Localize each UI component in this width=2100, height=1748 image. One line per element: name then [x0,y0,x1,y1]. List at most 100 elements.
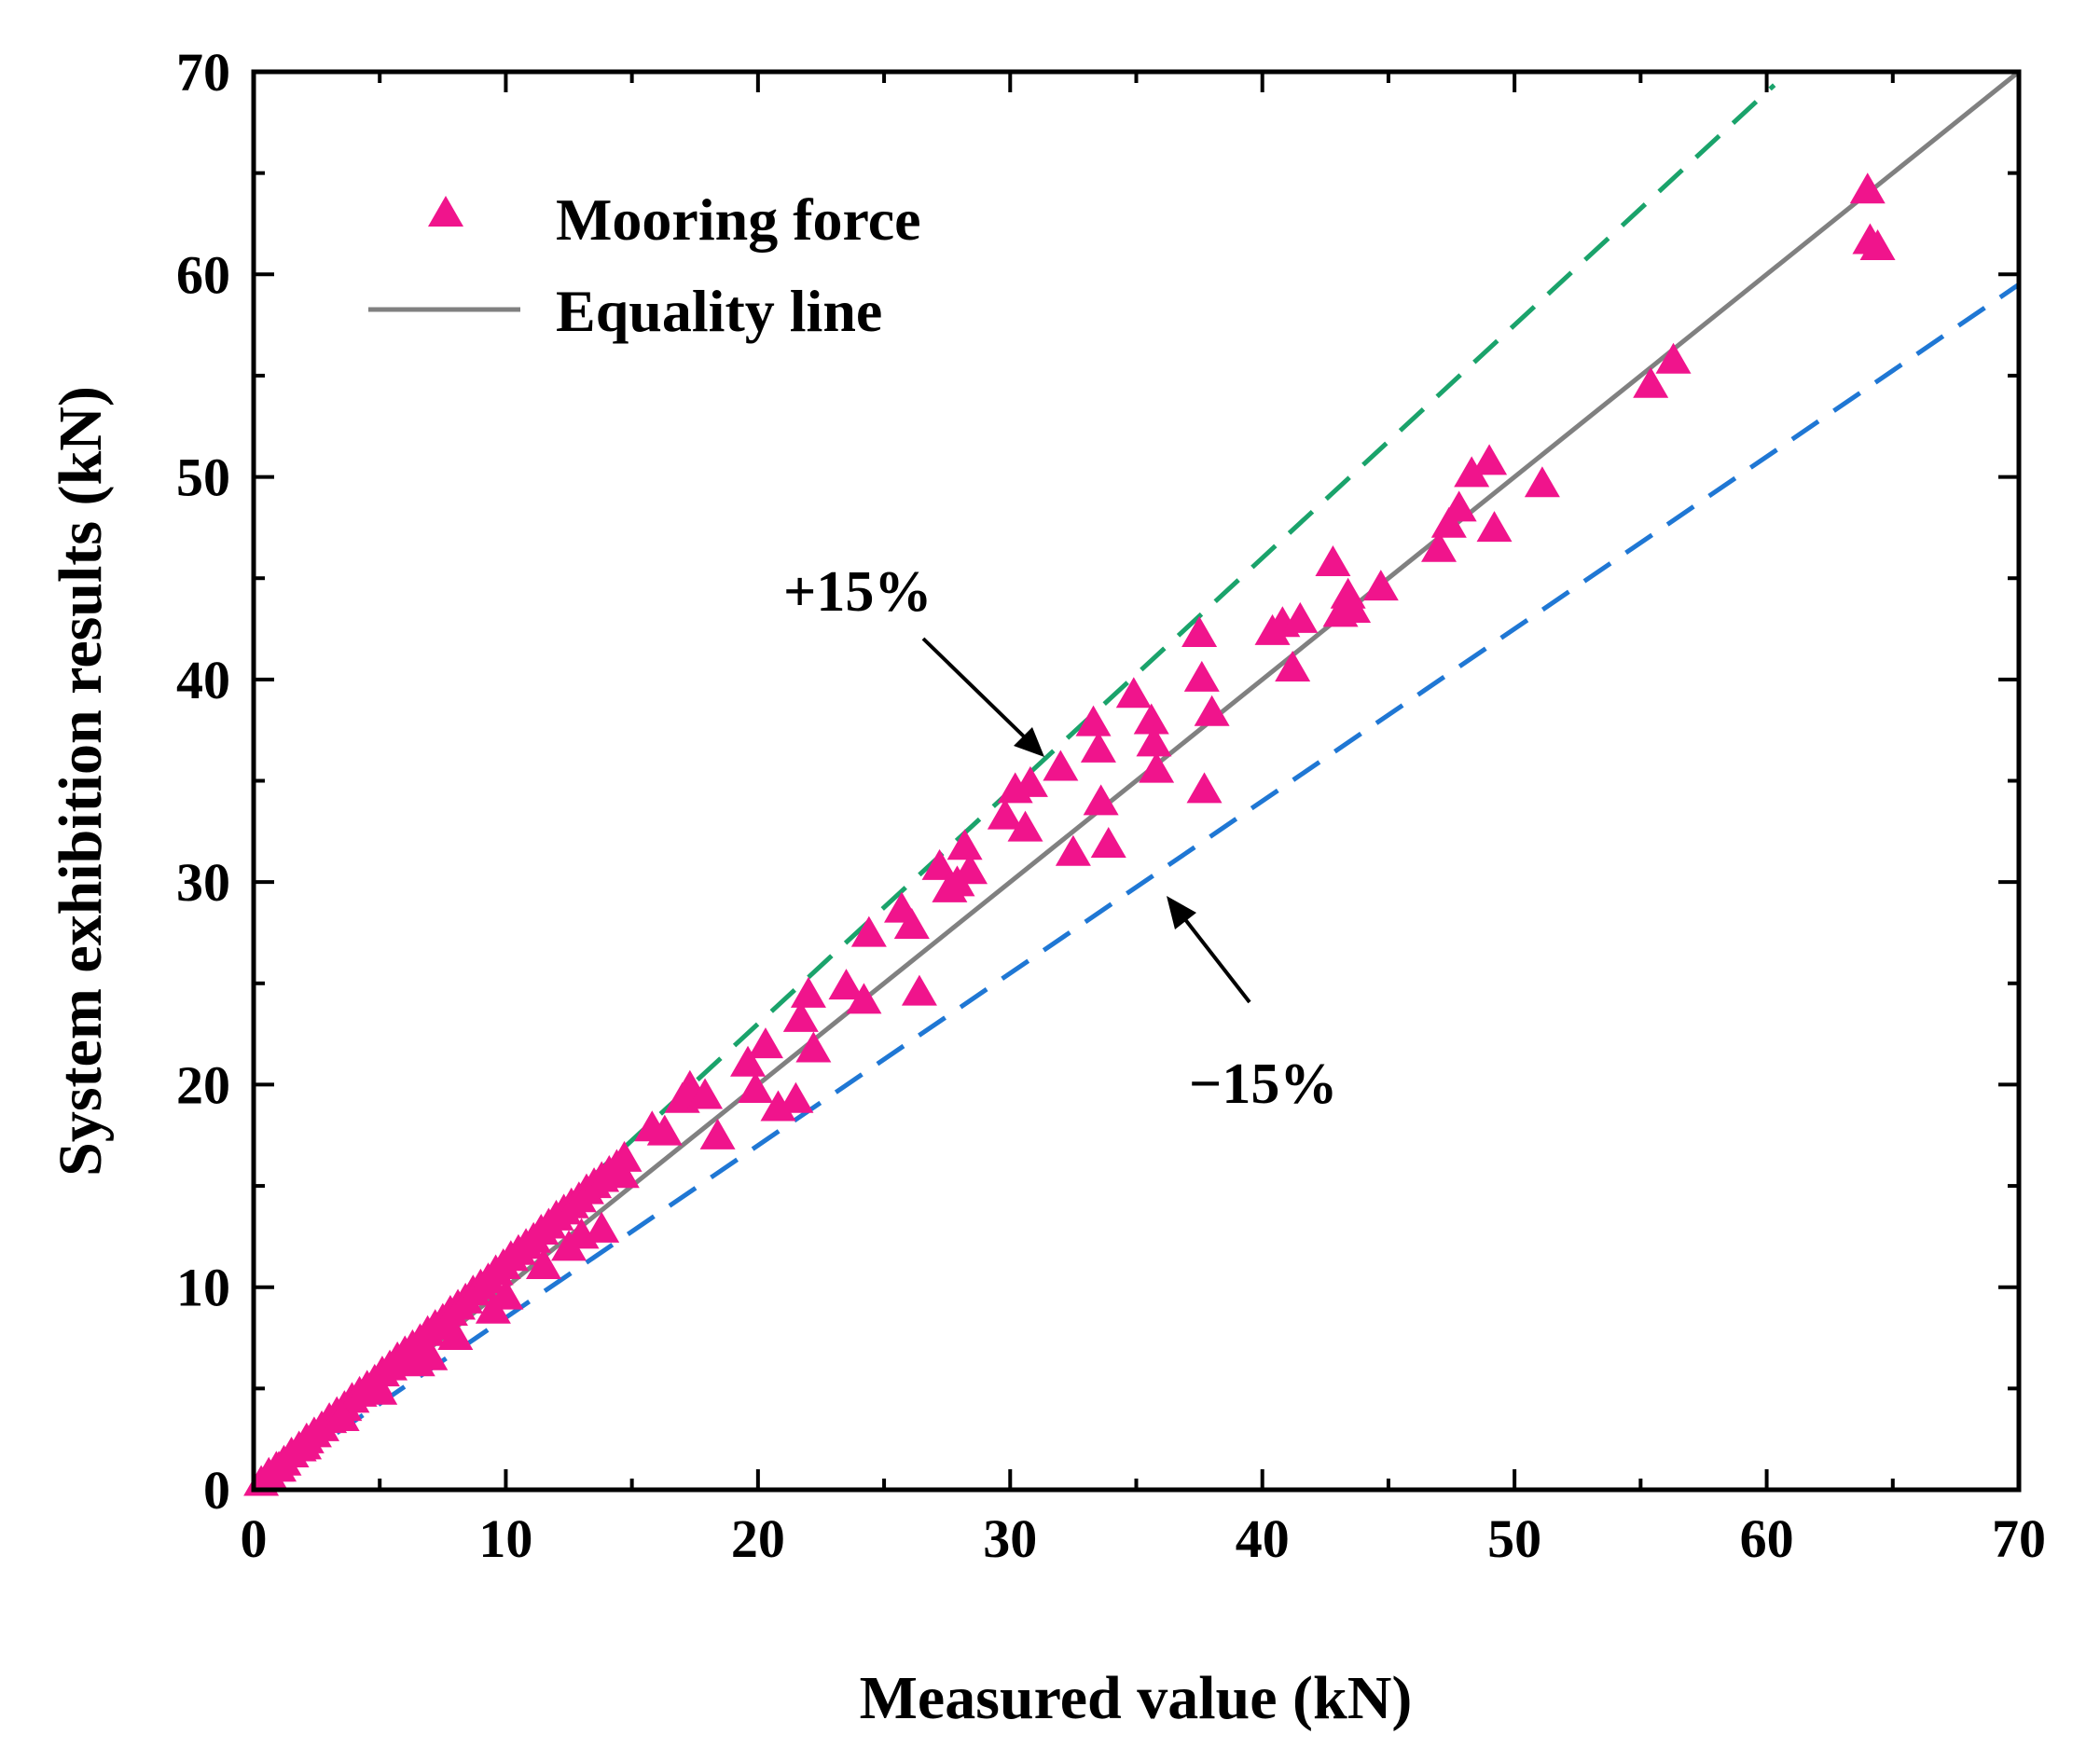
data-point [850,915,887,947]
data-point [261,1451,297,1482]
data-point [782,1000,819,1032]
x-tick-label: 0 [241,1508,268,1569]
legend-triangle-marker [428,196,463,227]
data-point [1183,660,1220,692]
x-tick-label: 50 [1487,1508,1541,1569]
data-point [1335,591,1372,623]
annotation-plus-15-arrow [921,637,1026,738]
annotation-plus-15-arrowhead [1014,727,1044,757]
data-point [952,853,988,885]
data-point [1849,172,1886,204]
x-tick-label: 30 [983,1508,1037,1569]
data-point [1859,229,1896,261]
data-point [828,969,864,1000]
data-point [1194,695,1230,726]
data-point [1315,545,1351,577]
y-tick-label: 0 [203,1460,230,1521]
data-point [1181,616,1218,648]
equality-line [252,70,2021,1492]
mooring-force-points [243,172,1896,1496]
data-point [324,1399,360,1431]
data-point [1083,784,1119,816]
x-tick-labels: 0 10 20 30 40 50 60 70 [241,1508,2047,1569]
data-point [1441,490,1477,522]
data-point [1043,750,1079,781]
data-point [1186,772,1223,804]
data-point [760,1090,796,1122]
data-point [646,1114,683,1146]
data-point [1633,366,1669,398]
data-point [893,907,930,939]
x-tick-label: 20 [731,1508,785,1569]
data-point [1115,677,1152,709]
data-point [525,1247,561,1279]
axis-ticks [252,70,2021,1492]
data-point [286,1428,323,1460]
annotation-minus-15: −15% [1189,1053,1337,1116]
data-point [475,1292,511,1324]
data-point [362,1373,398,1405]
data-point [901,974,937,1006]
data-point [921,848,958,880]
data-point [778,1081,814,1113]
data-point [1655,342,1692,374]
data-point [687,1078,724,1109]
minus-15-line [252,282,2021,1493]
annotation-minus-15-arrow [1182,916,1251,1004]
data-point [1275,650,1311,681]
y-tick-label: 60 [176,244,230,305]
y-tick-label: 20 [176,1054,230,1115]
data-point [730,1045,767,1077]
x-tick-label: 40 [1236,1508,1290,1569]
annotation-plus-15: +15% [783,560,932,624]
data-point [738,1071,774,1103]
x-tick-label: 10 [478,1508,532,1569]
data-point [987,798,1023,830]
data-point [1430,506,1467,538]
y-tick-label: 10 [176,1258,230,1318]
data-point [846,983,882,1014]
annotation-minus-15-arrowhead [1167,896,1196,929]
data-point [1362,570,1399,601]
y-tick-labels: 0 10 20 30 40 50 60 70 [176,42,230,1521]
data-point [1136,725,1172,757]
y-tick-label: 70 [176,42,230,103]
data-point [1075,705,1112,736]
legend-label-equality-line: Equality line [556,278,882,344]
data-point [606,1140,642,1172]
data-point [1282,601,1319,633]
data-point [1007,810,1043,842]
y-tick-label: 50 [176,447,230,508]
data-point [584,1211,620,1243]
legend-label-mooring-force: Mooring force [556,186,921,253]
data-point [790,976,826,1008]
data-point [1421,530,1458,562]
data-point [1139,751,1175,783]
data-point [699,1118,736,1149]
data-point [1090,827,1126,859]
data-point [1055,834,1091,866]
x-tick-label: 60 [1740,1508,1794,1569]
data-point [1476,511,1513,543]
data-point [1080,731,1116,763]
data-point [437,1319,474,1351]
x-tick-label: 70 [1992,1508,2046,1569]
data-point [1524,466,1560,498]
y-tick-label: 30 [176,852,230,913]
y-axis-title: System exhibition results (kN) [47,386,115,1177]
x-axis-title: Measured value (kN) [860,1664,1413,1732]
data-point [747,1027,783,1059]
data-point [412,1339,449,1370]
data-point [1012,765,1048,797]
data-point [603,1157,640,1189]
y-tick-label: 40 [176,650,230,710]
legend: Mooring force Equality line [368,186,921,344]
data-point [1454,456,1490,488]
data-point [1471,444,1508,475]
data-point [551,1230,587,1261]
data-point [795,1031,832,1063]
annotations: +15% −15% [783,560,1337,1116]
data-point [1133,703,1169,735]
